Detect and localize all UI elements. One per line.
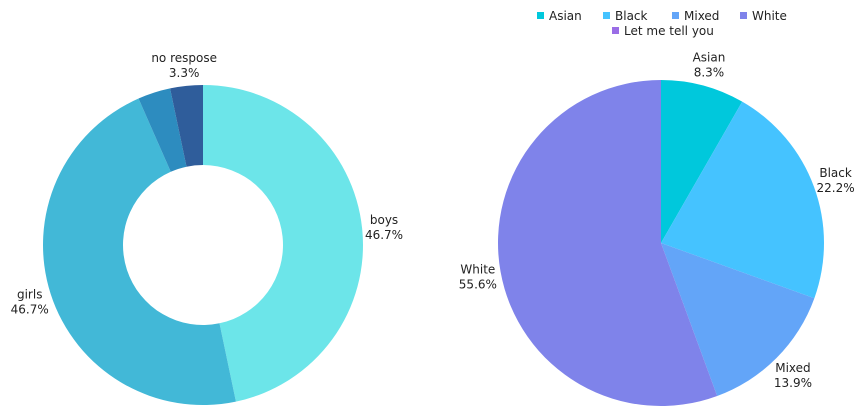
slice-percent-black: 22.2%: [817, 181, 855, 195]
legend-swatch-mixed: [672, 12, 679, 19]
slice-label-boys: boys: [370, 213, 398, 227]
slice-white: [498, 80, 718, 406]
slice-black: [661, 101, 824, 299]
slice-label-no-respose: no respose: [151, 51, 217, 65]
slice-label-mixed: Mixed: [775, 361, 810, 375]
legend-swatch-white: [740, 12, 747, 19]
slice-percent-white: 55.6%: [459, 278, 497, 292]
legend-label-black: Black: [615, 9, 648, 23]
slice-label-black: Black: [819, 166, 852, 180]
slice-label-asian: Asian: [693, 50, 726, 64]
slice-percent-mixed: 13.9%: [774, 376, 812, 390]
legend-swatch-let-me-tell-you: [612, 27, 619, 34]
legend-swatch-asian: [537, 12, 544, 19]
legend-label-mixed: Mixed: [684, 9, 719, 23]
slice-label-white: White: [460, 263, 495, 277]
slice-unlabeled-2: [138, 88, 187, 172]
legend-label-asian: Asian: [549, 9, 582, 23]
legend-label-let-me-tell-you: Let me tell you: [624, 24, 714, 38]
slice-asian: [661, 80, 743, 243]
slice-label-girls: girls: [17, 288, 42, 302]
slice-percent-girls: 46.7%: [11, 303, 49, 317]
slice-girls: [42, 98, 236, 406]
slice-no-respose: [170, 85, 203, 167]
slice-boys: [203, 85, 363, 402]
slice-percent-no-respose: 3.3%: [169, 66, 200, 80]
legend-label-white: White: [752, 9, 787, 23]
legend-swatch-black: [603, 12, 610, 19]
slice-percent-boys: 46.7%: [365, 228, 403, 242]
ethnicity-legend: Asian Black Mixed White Let me tell you: [537, 9, 787, 38]
slice-percent-asian: 8.3%: [694, 65, 725, 79]
slice-mixed: [661, 243, 815, 397]
